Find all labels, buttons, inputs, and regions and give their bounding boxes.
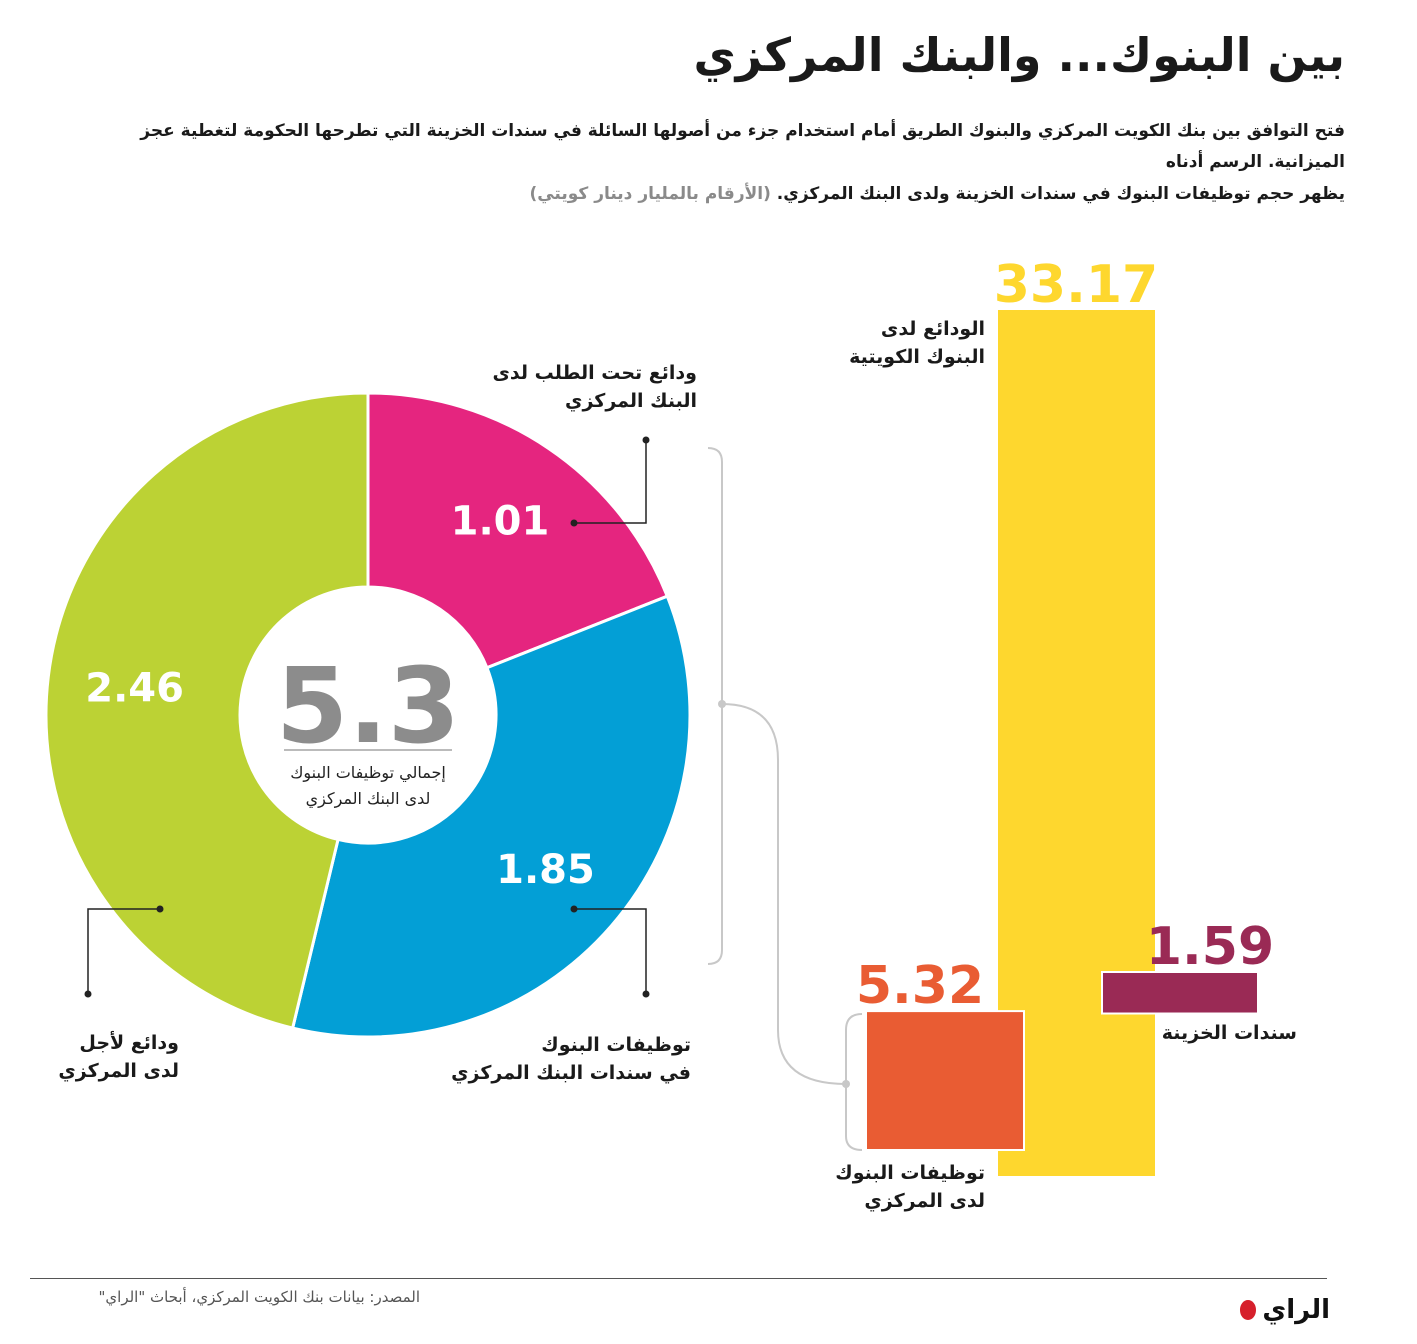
- bar-value-2: 5.32: [856, 956, 984, 1016]
- slice-label-line-2: في سندات البنك المركزي: [451, 1061, 691, 1084]
- slice-label-cb-bonds: توظيفات البنوك في سندات البنك المركزي: [451, 1032, 691, 1087]
- bracket-connector: [721, 703, 847, 1085]
- donut-slice-1: [290, 594, 692, 1039]
- slice-label-demand-deposits: ودائع تحت الطلب لدى البنك المركزي: [492, 360, 697, 415]
- bar-label-line-1: سندات الخزينة: [1161, 1022, 1297, 1044]
- donut-hole: [242, 589, 494, 841]
- leader-demand-deposits: [574, 440, 647, 524]
- donut-slice-0: [366, 391, 670, 670]
- bar-label-cb-placements: توظيفات البنوك لدى المركزي: [835, 1160, 985, 1215]
- bar-bracket: [845, 1013, 863, 1151]
- leader-cb-bonds: [574, 908, 647, 994]
- slice-label-line-1: توظيفات البنوك: [541, 1034, 691, 1056]
- leader-term-deposits: [87, 908, 160, 994]
- donut-slice-2: [44, 391, 370, 1030]
- logo-mark-icon: [1240, 1300, 1257, 1320]
- bar-2: [865, 1010, 1025, 1152]
- slice-label-line-2: لدى المركزي: [58, 1059, 179, 1082]
- leader-dot-f: [84, 990, 92, 998]
- bar-value-1: 1.59: [1146, 917, 1274, 977]
- intro-line-2: يظهر حجم توظيفات البنوك في سندات الخزينة…: [776, 183, 1345, 204]
- slice-value-2: 2.46: [85, 665, 184, 711]
- leader-dot-b: [642, 436, 650, 444]
- logo-text: الراي: [1262, 1295, 1330, 1325]
- slice-value-0: 1.01: [451, 499, 550, 545]
- bar-label-line-2: البنوك الكويتية: [849, 345, 985, 368]
- leader-dot-a: [570, 519, 578, 527]
- slice-value-1: 1.85: [496, 847, 595, 893]
- unit-note: (الأرقام بالمليار دينار كويتي): [529, 183, 771, 204]
- source-note: المصدر: بيانات بنك الكويت المركزي، أبحاث…: [98, 1288, 420, 1306]
- donut-center-label-1: إجمالي توظيفات البنوك: [290, 763, 446, 783]
- bar-label-bank-deposits: الودائع لدى البنوك الكويتية: [849, 316, 985, 371]
- bar-label-line-1: توظيفات البنوك: [835, 1162, 985, 1184]
- donut-center-label-2: لدى البنك المركزي: [306, 789, 431, 809]
- bar-label-line-2: لدى المركزي: [864, 1189, 985, 1212]
- bracket-dot-left: [718, 700, 726, 708]
- leader-dot-e: [156, 905, 164, 913]
- bar-label-line-1: الودائع لدى: [880, 318, 985, 340]
- slice-label-line-2: البنك المركزي: [565, 389, 697, 412]
- slice-label-line-1: ودائع تحت الطلب لدى: [492, 362, 697, 384]
- intro-text: فتح التوافق بين بنك الكويت المركزي والبن…: [95, 116, 1345, 210]
- bar-1: [1101, 971, 1259, 1015]
- leader-dot-c: [570, 905, 578, 913]
- intro-line-1: فتح التوافق بين بنك الكويت المركزي والبن…: [140, 121, 1345, 173]
- slice-label-line-1: ودائع لأجل: [79, 1032, 179, 1054]
- donut-total-value: 5.3: [276, 645, 460, 767]
- publication-logo: الراي: [1240, 1290, 1330, 1330]
- slice-label-term-deposits: ودائع لأجل لدى المركزي: [58, 1030, 179, 1085]
- bar-label-treasury-bonds: سندات الخزينة: [1162, 1020, 1297, 1048]
- bar-value-0: 33.17: [994, 255, 1158, 315]
- footer-rule: [30, 1278, 1327, 1279]
- page-title: بين البنوك... والبنك المركزي: [693, 28, 1345, 82]
- leader-dot-d: [642, 990, 650, 998]
